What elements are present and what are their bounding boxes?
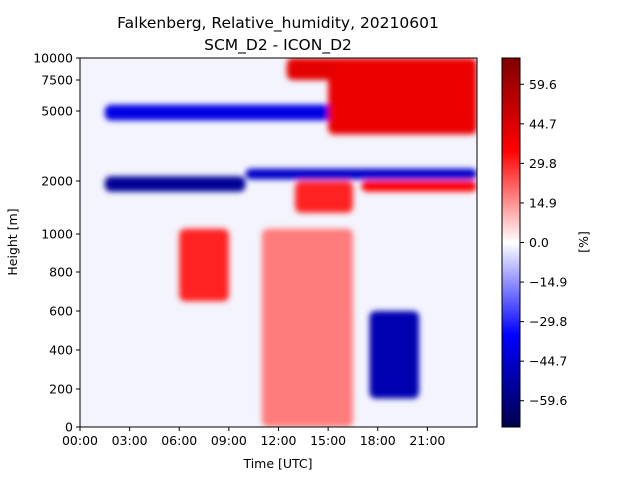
y-axis-label: Height [m] [5, 208, 20, 275]
y-tick-label: 200 [49, 382, 73, 397]
heatmap-cell [179, 228, 229, 302]
x-tick-label: 21:00 [409, 433, 445, 448]
colorbar-tick-label: 29.8 [529, 156, 557, 171]
heatmap-cell [245, 168, 477, 180]
heatmap-cell [369, 311, 420, 399]
y-tick-label: 800 [49, 265, 73, 280]
x-tick-label: 15:00 [310, 433, 346, 448]
heatmap-field [80, 58, 477, 427]
colorbar-label: [%] [576, 231, 591, 253]
colorbar-tick-label: −44.7 [529, 354, 567, 369]
x-tick-label: 12:00 [260, 433, 296, 448]
y-tick-label: 400 [49, 343, 73, 358]
colorbar-tick-label: 0.0 [529, 235, 549, 250]
y-tick-label: 7500 [41, 73, 73, 88]
x-tick-label: 18:00 [360, 433, 396, 448]
x-tick-label: 03:00 [112, 433, 148, 448]
heatmap-cell [104, 104, 345, 121]
colorbar-tick-label: −14.9 [529, 275, 567, 290]
x-tick-label: 09:00 [211, 433, 247, 448]
y-tick-label: 10000 [33, 51, 73, 66]
colorbar [501, 57, 521, 428]
heatmap-cell [295, 181, 353, 213]
colorbar-tick-label: 44.7 [529, 116, 557, 131]
heatmap-cell [328, 58, 477, 135]
y-tick-label: 5000 [41, 104, 73, 119]
x-axis: 00:00 03:00 06:00 09:00 12:00 15:00 18:00 21:00 [62, 427, 445, 448]
y-tick-label: 600 [49, 304, 73, 319]
colorbar-tick-label: −59.6 [529, 393, 567, 408]
y-tick-label: 2000 [41, 174, 73, 189]
colorbar-tick-label: −29.8 [529, 314, 567, 329]
chart-subtitle: SCM_D2 - ICON_D2 [204, 36, 352, 55]
x-axis-label: Time [UTC] [242, 456, 312, 471]
heatmap-cell [361, 181, 477, 192]
y-tick-label: 1000 [41, 227, 73, 242]
colorbar-tick-label: 14.9 [529, 195, 557, 210]
heatmap-cell [104, 176, 246, 192]
x-tick-label: 00:00 [62, 433, 98, 448]
colorbar-tick-label: 59.6 [529, 77, 557, 92]
y-axis: 0 200 400 600 800 1000 2000 5000 7500 10000 [33, 51, 80, 435]
heatmap-cell [286, 58, 337, 80]
y-tick-label: 0 [65, 420, 73, 435]
heatmap-cell [261, 228, 353, 427]
chart-title: Falkenberg, Relative_humidity, 20210601 [117, 14, 439, 33]
x-tick-label: 06:00 [161, 433, 197, 448]
colorbar-ticks: 59.6 44.7 29.8 14.9 0.0 −14.9 −29.8 −44.7 −59.6 [520, 77, 567, 408]
